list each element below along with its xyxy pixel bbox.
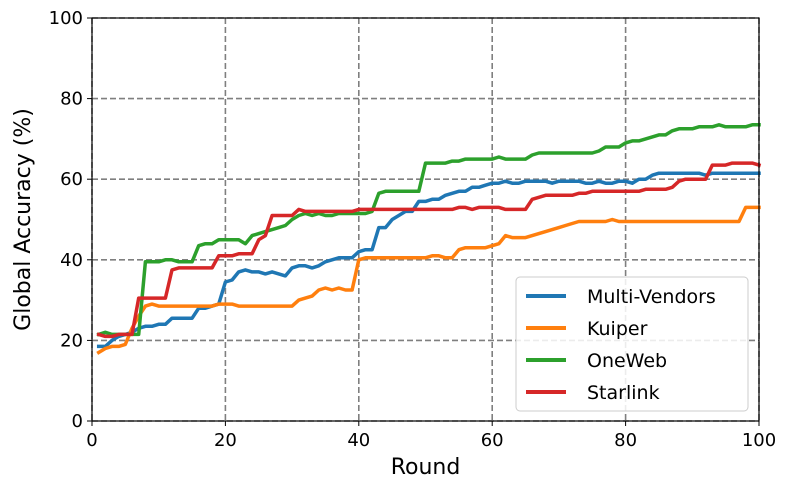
legend-label: Starlink — [587, 382, 660, 404]
legend-label: Kuiper — [587, 318, 648, 340]
y-tick-label: 60 — [60, 169, 83, 190]
legend-label: OneWeb — [587, 350, 667, 372]
y-tick-label: 100 — [49, 8, 83, 29]
y-tick-label: 0 — [72, 411, 83, 432]
ticks-layer: 0 20 40 60 80 100 0 20 40 60 80 100 — [49, 8, 777, 451]
plot-frame — [91, 17, 760, 422]
y-tick-label: 80 — [60, 89, 83, 110]
series-layer — [96, 123, 762, 355]
x-tick-label: 60 — [481, 430, 504, 451]
series-line-oneweb — [96, 123, 761, 337]
y-tick-label: 40 — [60, 250, 83, 271]
x-tick-label: 40 — [347, 430, 370, 451]
legend-label: Multi-Vendors — [587, 286, 716, 308]
x-axis-label: Round — [391, 455, 461, 480]
x-tick-label: 0 — [86, 430, 97, 451]
series-line-kuiper — [96, 205, 761, 355]
x-tick-label: 100 — [742, 430, 776, 451]
legend: Multi-Vendors Kuiper OneWeb Starlink — [515, 276, 749, 412]
x-tick-label: 80 — [614, 430, 637, 451]
series-line-starlink — [96, 161, 762, 339]
y-axis-label: Global Accuracy (%) — [11, 108, 36, 331]
y-tick-label: 20 — [60, 330, 83, 351]
legend-box — [515, 276, 749, 412]
x-tick-label: 20 — [214, 430, 237, 451]
axes-layer — [91, 17, 760, 422]
